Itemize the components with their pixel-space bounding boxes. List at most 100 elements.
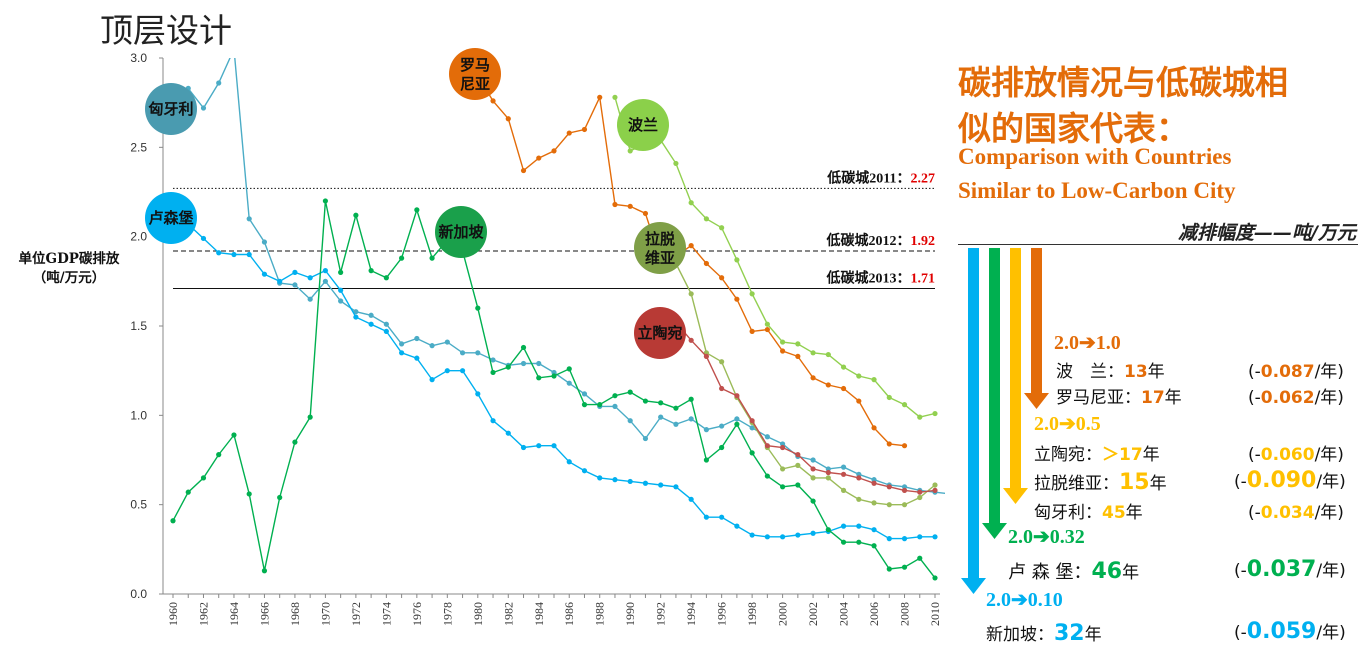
data-point	[795, 452, 801, 458]
series-bubble-label: 波兰	[628, 116, 658, 134]
x-tick-label: 1976	[410, 602, 424, 626]
data-point	[932, 482, 938, 488]
data-point	[734, 416, 740, 422]
data-point	[840, 523, 847, 529]
series-line	[477, 75, 905, 447]
data-point	[566, 459, 572, 465]
data-point	[719, 514, 725, 520]
data-point	[901, 402, 908, 408]
data-point	[871, 425, 877, 431]
data-point	[917, 555, 923, 561]
x-tick-label: 1990	[623, 602, 637, 626]
data-point	[719, 385, 725, 392]
data-point	[490, 418, 496, 424]
data-point	[886, 536, 892, 542]
x-tick-label: 1986	[562, 602, 576, 626]
rate-hungary: (-0.034/年)	[1248, 503, 1344, 523]
data-point	[901, 564, 908, 570]
data-point	[795, 482, 801, 488]
data-point	[932, 410, 938, 417]
x-tick-label: 2000	[776, 602, 790, 626]
reference-line-name: 低碳城2011：	[826, 169, 910, 186]
data-point	[703, 514, 710, 520]
data-point	[840, 464, 847, 470]
data-point	[581, 402, 588, 408]
data-point	[566, 366, 572, 372]
data-point	[566, 130, 572, 136]
row-label: 立陶宛：	[1034, 445, 1102, 465]
x-tick-label: 1970	[318, 602, 332, 626]
reduction-arrows	[961, 248, 1049, 594]
data-point	[917, 494, 923, 501]
data-point	[459, 368, 466, 374]
data-point	[475, 350, 481, 356]
data-point	[231, 46, 236, 51]
row-label: 匈牙利：	[1034, 503, 1102, 523]
data-point	[338, 287, 344, 293]
data-point	[810, 498, 816, 504]
data-point	[429, 255, 435, 261]
arrow-luxembourg	[982, 248, 1007, 539]
data-point	[703, 353, 710, 359]
data-point	[429, 377, 435, 383]
data-point	[673, 405, 679, 411]
data-point	[612, 477, 618, 483]
row-years: 45	[1102, 503, 1126, 523]
arrow-lithuania-latvia-hungary	[1003, 248, 1028, 504]
data-point	[597, 475, 603, 481]
data-point	[901, 536, 908, 542]
data-point	[612, 94, 618, 100]
panel-subtitle: 减排幅度——吨/万元	[1178, 222, 1356, 244]
rate-singapore: (-0.059/年)	[1234, 619, 1346, 644]
data-point	[292, 439, 298, 445]
data-point	[932, 487, 938, 493]
data-point	[825, 351, 831, 358]
data-point	[917, 534, 923, 540]
data-point	[277, 494, 283, 501]
row-years: 46	[1091, 559, 1123, 584]
data-point	[886, 566, 892, 572]
row-unit: 年	[1125, 503, 1143, 523]
range-label-1: 2.0➔1.0	[1054, 332, 1121, 354]
data-point	[399, 341, 405, 347]
data-point	[307, 275, 313, 281]
data-point	[536, 360, 542, 367]
data-point	[901, 484, 908, 490]
range-label-4: 2.0➔0.10	[986, 589, 1063, 611]
x-tick-label: 1974	[379, 602, 393, 626]
data-point	[520, 444, 527, 451]
row-unit: 年	[1164, 388, 1182, 408]
data-point	[642, 398, 649, 404]
reference-line-value: 2.27	[911, 171, 936, 186]
data-point	[368, 268, 374, 274]
data-point	[490, 357, 496, 363]
data-point	[353, 314, 359, 320]
data-point	[856, 398, 862, 404]
data-point	[246, 251, 252, 258]
data-point	[688, 337, 694, 343]
series-bubble-label: 拉脱	[645, 230, 675, 248]
reference-line-label: 低碳城2012：1.92	[826, 232, 936, 249]
data-point	[566, 380, 572, 386]
data-point	[368, 321, 374, 327]
data-point	[612, 393, 618, 399]
data-point	[871, 543, 877, 549]
data-point	[688, 291, 694, 297]
data-point	[749, 532, 755, 538]
data-point	[810, 475, 816, 481]
data-point	[780, 444, 786, 451]
data-point	[825, 527, 831, 533]
panel-title-line2: 似的国家代表：	[958, 109, 1189, 148]
x-tick-label: 1996	[715, 602, 729, 626]
x-tick-label: 1994	[684, 602, 698, 626]
data-point	[856, 539, 862, 545]
data-point	[871, 527, 877, 533]
data-point	[216, 452, 222, 458]
row-years: 17	[1141, 388, 1165, 408]
data-point	[642, 435, 649, 442]
data-point	[322, 278, 328, 284]
row-hungary: 匈牙利：45年	[1034, 498, 1143, 523]
data-point	[581, 468, 588, 474]
arrow-singapore	[961, 248, 986, 594]
series-bubble-label: 匈牙利	[148, 100, 193, 118]
